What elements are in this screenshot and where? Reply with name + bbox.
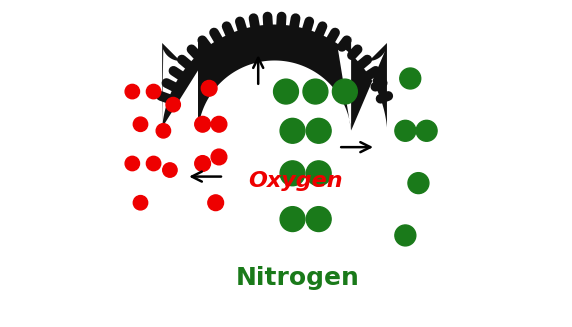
Circle shape bbox=[400, 68, 421, 89]
Circle shape bbox=[201, 80, 217, 96]
Circle shape bbox=[146, 156, 161, 171]
Circle shape bbox=[280, 118, 305, 143]
Circle shape bbox=[395, 120, 416, 141]
Circle shape bbox=[280, 161, 305, 186]
Circle shape bbox=[156, 124, 170, 138]
Circle shape bbox=[162, 163, 177, 177]
Circle shape bbox=[395, 225, 416, 246]
Circle shape bbox=[280, 207, 305, 232]
Circle shape bbox=[306, 118, 331, 143]
Circle shape bbox=[125, 84, 140, 99]
Circle shape bbox=[195, 156, 210, 171]
Circle shape bbox=[306, 161, 331, 186]
Circle shape bbox=[133, 196, 148, 210]
Circle shape bbox=[211, 116, 227, 132]
Polygon shape bbox=[162, 25, 387, 131]
Circle shape bbox=[416, 120, 437, 141]
Circle shape bbox=[408, 173, 429, 194]
Circle shape bbox=[125, 156, 140, 171]
Circle shape bbox=[273, 79, 299, 104]
Circle shape bbox=[303, 79, 328, 104]
Text: Nitrogen: Nitrogen bbox=[236, 266, 359, 290]
Circle shape bbox=[306, 207, 331, 232]
Circle shape bbox=[195, 116, 210, 132]
Circle shape bbox=[146, 84, 161, 99]
Circle shape bbox=[133, 117, 148, 131]
Circle shape bbox=[332, 79, 358, 104]
Circle shape bbox=[211, 149, 227, 165]
Text: Oxygen: Oxygen bbox=[248, 171, 343, 192]
Circle shape bbox=[166, 97, 180, 112]
Circle shape bbox=[208, 195, 224, 211]
